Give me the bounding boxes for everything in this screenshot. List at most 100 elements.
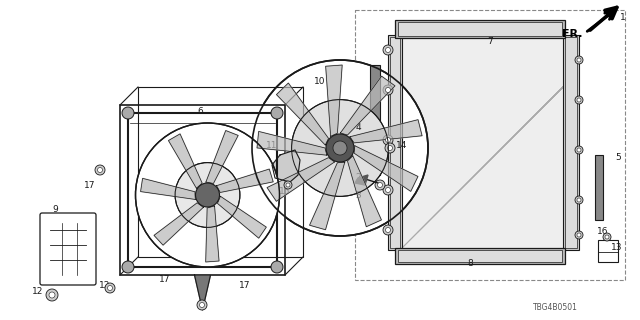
Circle shape (122, 107, 134, 119)
Text: 17: 17 (84, 180, 96, 189)
Circle shape (385, 188, 390, 193)
Circle shape (385, 87, 390, 92)
Bar (395, 20, 565, 38)
Polygon shape (354, 146, 418, 191)
Polygon shape (218, 196, 266, 238)
Text: 12: 12 (32, 287, 44, 297)
Text: 7: 7 (487, 37, 493, 46)
Circle shape (575, 196, 583, 204)
Text: 16: 16 (597, 228, 609, 236)
Circle shape (286, 183, 290, 187)
Polygon shape (206, 131, 238, 183)
Bar (388, 35, 402, 250)
Bar (370, 65, 380, 175)
Circle shape (385, 143, 395, 153)
Polygon shape (348, 156, 381, 227)
Circle shape (333, 141, 347, 155)
Circle shape (383, 225, 393, 235)
Text: 15: 15 (279, 188, 291, 196)
Text: 14: 14 (396, 140, 408, 149)
Circle shape (577, 233, 581, 237)
Polygon shape (168, 134, 202, 188)
Polygon shape (350, 120, 422, 143)
Polygon shape (310, 162, 345, 230)
Circle shape (97, 167, 102, 172)
Bar (395, 248, 565, 264)
Text: 4: 4 (355, 124, 361, 132)
Circle shape (375, 180, 385, 190)
Circle shape (271, 261, 283, 273)
Polygon shape (355, 175, 368, 185)
Text: FR.: FR. (562, 29, 582, 39)
Text: 17: 17 (239, 282, 251, 291)
Polygon shape (326, 65, 342, 136)
Text: 9: 9 (52, 205, 58, 214)
FancyBboxPatch shape (40, 213, 96, 285)
Circle shape (197, 300, 207, 310)
Circle shape (46, 289, 58, 301)
Circle shape (603, 233, 611, 241)
Bar (138, 87, 303, 257)
Circle shape (95, 165, 105, 175)
Polygon shape (276, 83, 328, 145)
Circle shape (136, 123, 280, 267)
Circle shape (577, 98, 581, 102)
Bar (398, 22, 562, 36)
Circle shape (284, 181, 292, 189)
Bar (400, 35, 565, 250)
Text: 3: 3 (355, 191, 361, 201)
Circle shape (105, 283, 115, 293)
Text: 17: 17 (159, 276, 171, 284)
Circle shape (200, 302, 205, 308)
Polygon shape (257, 132, 327, 155)
Text: 10: 10 (314, 77, 326, 86)
Text: 2: 2 (355, 173, 361, 182)
Text: TBG4B0501: TBG4B0501 (532, 303, 577, 313)
Circle shape (385, 228, 390, 233)
Circle shape (387, 146, 392, 150)
Circle shape (385, 138, 390, 142)
Polygon shape (195, 275, 211, 310)
Circle shape (122, 261, 134, 273)
Text: 1: 1 (620, 13, 626, 22)
Circle shape (577, 198, 581, 202)
Bar (398, 250, 562, 262)
Circle shape (175, 163, 240, 228)
Circle shape (378, 182, 383, 188)
Circle shape (326, 134, 354, 162)
Polygon shape (141, 178, 195, 199)
Circle shape (383, 45, 393, 55)
Polygon shape (154, 203, 204, 245)
Circle shape (575, 96, 583, 104)
Circle shape (271, 107, 283, 119)
Bar (595, 155, 603, 220)
Circle shape (383, 85, 393, 95)
Polygon shape (205, 206, 219, 262)
Bar (598, 240, 618, 262)
Circle shape (605, 235, 609, 239)
Circle shape (575, 146, 583, 154)
Bar (390, 37, 400, 248)
Circle shape (577, 58, 581, 62)
Text: 12: 12 (99, 281, 111, 290)
Circle shape (49, 292, 55, 298)
Circle shape (577, 148, 581, 152)
Circle shape (383, 185, 393, 195)
Text: 8: 8 (467, 260, 473, 268)
Polygon shape (272, 150, 300, 182)
Circle shape (292, 100, 388, 196)
Text: 11: 11 (266, 140, 278, 149)
Circle shape (575, 231, 583, 239)
Circle shape (252, 60, 428, 236)
Text: 13: 13 (611, 244, 623, 252)
Circle shape (385, 47, 390, 52)
Bar (355, 10, 625, 280)
Polygon shape (340, 76, 395, 135)
Circle shape (108, 285, 113, 291)
Polygon shape (216, 169, 273, 192)
Circle shape (383, 135, 393, 145)
Bar (565, 37, 577, 248)
Circle shape (575, 56, 583, 64)
Bar (400, 35, 565, 250)
Text: 6: 6 (197, 108, 203, 116)
